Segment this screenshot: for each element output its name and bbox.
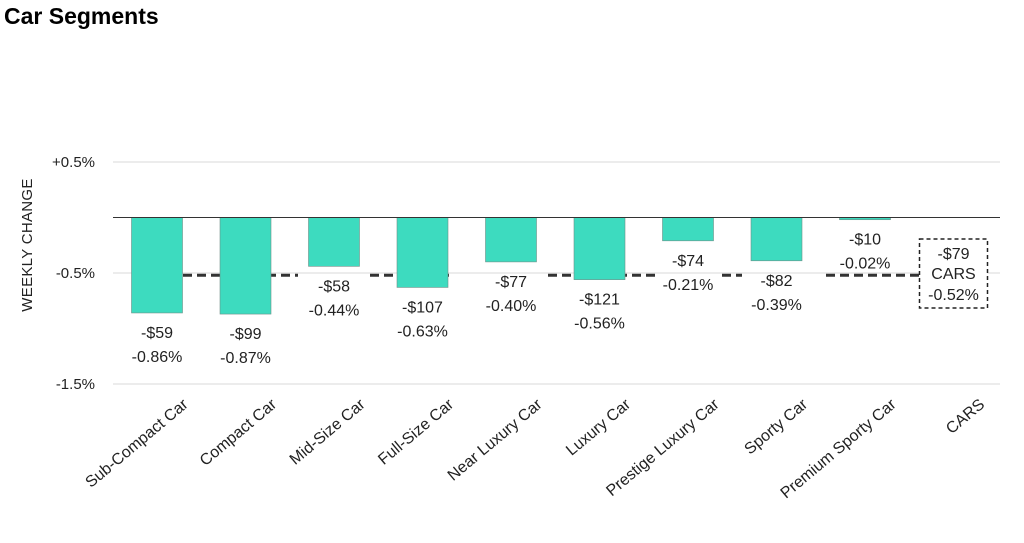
x-category-label: Mid-Size Car: [287, 396, 369, 469]
percent-change-label: -0.40%: [486, 298, 537, 315]
x-category-label: Compact Car: [197, 396, 281, 470]
dollar-change-label: -$59: [141, 325, 173, 342]
x-category-label: CARS: [943, 396, 988, 438]
percent-change-label: -0.39%: [751, 297, 802, 314]
percent-change-label: -0.56%: [574, 316, 625, 333]
percent-change-label: -0.86%: [132, 349, 183, 366]
x-category-label: Luxury Car: [563, 396, 634, 460]
total-label-box: [918, 238, 989, 309]
y-tick-label: +0.5%: [52, 154, 95, 171]
x-category-label: Sporty Car: [742, 396, 812, 459]
bar: [662, 217, 714, 242]
x-category-label: Near Luxury Car: [445, 396, 546, 485]
dollar-change-label: -$58: [318, 278, 350, 295]
data-labels: -$59 -0.86% -$99 -0.87% -$58 -0.44% -$107 -0.63…: [132, 232, 989, 367]
dollar-change-label: -$107: [402, 299, 443, 316]
dollar-change-label: -$77: [495, 274, 527, 291]
y-axis-ticks: +0.5% -0.5% -1.5%: [52, 154, 95, 393]
dollar-change-label: -$79: [937, 246, 969, 263]
x-category-label: Sub-Compact Car: [83, 396, 193, 492]
bar: [308, 217, 360, 267]
y-axis-title: WEEKLY CHANGE: [19, 178, 36, 311]
bar: [131, 217, 183, 314]
percent-change-label: -0.21%: [663, 277, 714, 294]
dollar-change-label: -$74: [672, 253, 704, 270]
percent-change-label: -0.44%: [309, 302, 360, 319]
dollar-change-label: -$99: [229, 326, 261, 343]
x-axis-category-labels: Sub-Compact Car Compact Car Mid-Size Car Fu…: [83, 396, 989, 503]
bar: [573, 217, 626, 280]
bar: [485, 217, 537, 263]
bars: [131, 217, 891, 315]
percent-change-label: -0.02%: [840, 256, 891, 273]
bar: [750, 217, 803, 262]
page-title: Car Segments: [4, 3, 159, 29]
x-category-label: Full-Size Car: [375, 396, 457, 469]
y-tick-label: -0.5%: [56, 265, 95, 282]
y-tick-label: -1.5%: [56, 376, 95, 393]
total-label: CARS: [931, 266, 975, 283]
bar: [396, 217, 449, 288]
dollar-change-label: -$121: [579, 292, 620, 309]
dollar-change-label: -$10: [849, 232, 881, 249]
bar: [219, 217, 272, 315]
percent-change-label: -0.87%: [220, 350, 271, 367]
percent-change-label: -0.52%: [928, 287, 979, 304]
dollar-change-label: -$82: [760, 273, 792, 290]
percent-change-label: -0.63%: [397, 323, 448, 340]
